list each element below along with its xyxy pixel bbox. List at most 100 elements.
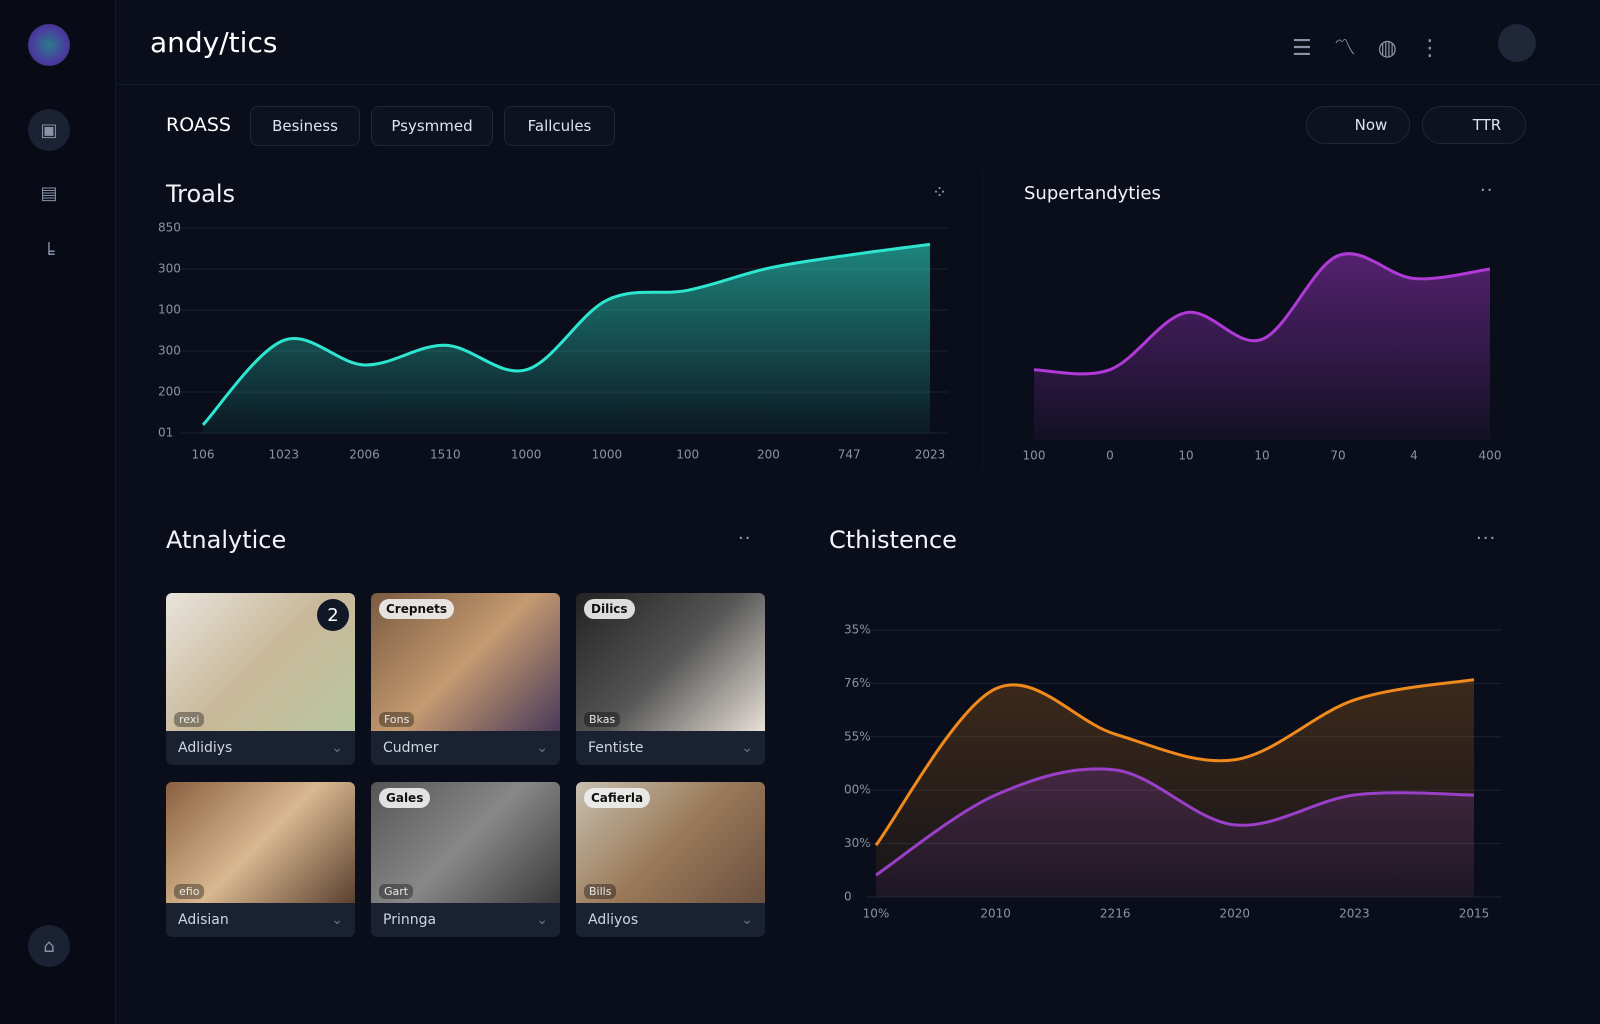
card[interactable]: 2 rexi Adlidiys ⌄ <box>166 593 355 765</box>
x-tick-label: 2023 <box>915 448 946 462</box>
panel-title: Atnalytice <box>166 526 287 554</box>
y-tick-label: 200 <box>158 385 181 399</box>
chevron[interactable]: ⌄ <box>741 912 753 928</box>
tag: Cafierla <box>584 788 651 808</box>
caption-text: Adisian <box>178 912 229 928</box>
panel-title: Cthistence <box>829 526 957 554</box>
tag: Bills <box>584 884 617 899</box>
x-tick-label: 10 <box>1254 449 1269 463</box>
card[interactable]: Cafierla Bills Adliyos ⌄ <box>576 782 765 937</box>
chevron[interactable]: ⌄ <box>536 912 548 928</box>
header-icons[interactable]: ☰〽◍⋮ <box>1292 36 1463 61</box>
tag: Dilics <box>584 599 635 619</box>
panel-title: Supertandyties <box>1024 183 1161 204</box>
menu[interactable]: ··· <box>1476 528 1497 549</box>
card-caption: Adliyos ⌄ <box>576 903 765 937</box>
area <box>876 768 1474 897</box>
y-tick-label: 300 <box>158 262 181 276</box>
x-tick-label: 10 <box>1178 449 1193 463</box>
y-tick-label: 35% <box>844 623 871 637</box>
button[interactable]: Now <box>1306 106 1410 144</box>
x-tick-label: 2010 <box>980 907 1011 921</box>
tag: Gart <box>379 884 414 899</box>
tag: efio <box>174 884 205 899</box>
card-image: Gales Gart <box>371 782 560 903</box>
app-title: andy/tics <box>150 26 278 59</box>
caption-text: Cudmer <box>383 740 439 756</box>
x-tick-label: 4 <box>1410 449 1418 463</box>
chevron[interactable]: ⌄ <box>536 740 548 756</box>
chevron[interactable]: ⌄ <box>741 740 753 756</box>
x-tick-label: 100 <box>1023 449 1046 463</box>
card-caption: Adlidiys ⌄ <box>166 731 355 765</box>
card[interactable]: Dilics Bkas Fentiste ⌄ <box>576 593 765 765</box>
caption-text: Adliyos <box>588 912 639 928</box>
card[interactable]: efio Adisian ⌄ <box>166 782 355 937</box>
tab[interactable]: Besiness <box>250 106 360 146</box>
card-caption: Cudmer ⌄ <box>371 731 560 765</box>
caption-text: Fentiste <box>588 740 644 756</box>
tag: Gales <box>379 788 431 808</box>
y-tick-label: 850 <box>158 221 181 235</box>
x-tick-label: 1510 <box>430 448 461 462</box>
x-tick-label: 2020 <box>1220 907 1251 921</box>
divider <box>982 170 983 470</box>
card[interactable]: Gales Gart Prinnga ⌄ <box>371 782 560 937</box>
y-tick-label: 01 <box>158 426 173 440</box>
button[interactable]: TTR <box>1422 106 1526 144</box>
tag: rexi <box>174 712 205 727</box>
x-tick-label: 400 <box>1479 449 1502 463</box>
menu[interactable]: ·· <box>738 528 752 549</box>
area <box>1034 253 1490 440</box>
logo[interactable] <box>28 24 70 66</box>
nav-icon[interactable]: ▣ <box>28 109 70 151</box>
menu[interactable]: ·· <box>1480 180 1494 201</box>
header: andy/tics ☰〽◍⋮ <box>116 0 1600 85</box>
card-image: efio <box>166 782 355 903</box>
x-tick-label: 1023 <box>269 448 300 462</box>
caption-text: Prinnga <box>383 912 437 928</box>
tag: Crepnets <box>379 599 455 619</box>
tag: Bkas <box>584 712 621 727</box>
x-tick-label: 2216 <box>1100 907 1131 921</box>
toolbar-title: ROASS <box>166 114 231 136</box>
x-tick-label: 10% <box>863 907 890 921</box>
card-image: Crepnets Fons <box>371 593 560 731</box>
y-tick-label: 0 <box>844 890 852 904</box>
tab[interactable]: Psysmmed <box>371 106 493 146</box>
nav-icon[interactable]: ▤ <box>40 182 58 204</box>
x-tick-label: 100 <box>676 448 699 462</box>
x-tick-label: 200 <box>757 448 780 462</box>
card-image: Dilics Bkas <box>576 593 765 731</box>
x-tick-label: 0 <box>1106 449 1114 463</box>
chevron[interactable]: ⌄ <box>331 740 343 756</box>
card-caption: Fentiste ⌄ <box>576 731 765 765</box>
tab[interactable]: Fallcules <box>504 106 615 146</box>
line <box>1033 252 1491 376</box>
x-tick-label: 106 <box>192 448 215 462</box>
y-tick-label: 30% <box>844 836 871 850</box>
x-tick-label: 70 <box>1330 449 1345 463</box>
badge: 2 <box>317 599 349 631</box>
line <box>874 678 1475 847</box>
card[interactable]: Crepnets Fons Cudmer ⌄ <box>371 593 560 765</box>
x-tick-label: 2015 <box>1459 907 1490 921</box>
nav-icon[interactable]: ╘ <box>43 242 55 264</box>
x-tick-label: 2023 <box>1339 907 1370 921</box>
sidebar: ▣ ▤ ╘ ⌂ <box>0 0 116 1024</box>
x-tick-label: 2006 <box>349 448 380 462</box>
x-tick-label: 747 <box>838 448 861 462</box>
card-caption: Adisian ⌄ <box>166 903 355 937</box>
y-tick-label: 300 <box>158 344 181 358</box>
menu[interactable]: ⁘ <box>932 182 949 203</box>
card-image: Cafierla Bills <box>576 782 765 903</box>
y-tick-label: 100 <box>158 303 181 317</box>
chevron[interactable]: ⌄ <box>331 912 343 928</box>
line <box>201 242 931 426</box>
y-tick-label: 55% <box>844 729 871 743</box>
avatar[interactable] <box>1498 24 1536 62</box>
x-tick-label: 1000 <box>592 448 623 462</box>
nav-icon[interactable]: ⌂ <box>28 925 70 967</box>
